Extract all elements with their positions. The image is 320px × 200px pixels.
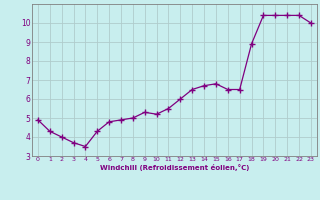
X-axis label: Windchill (Refroidissement éolien,°C): Windchill (Refroidissement éolien,°C) (100, 164, 249, 171)
